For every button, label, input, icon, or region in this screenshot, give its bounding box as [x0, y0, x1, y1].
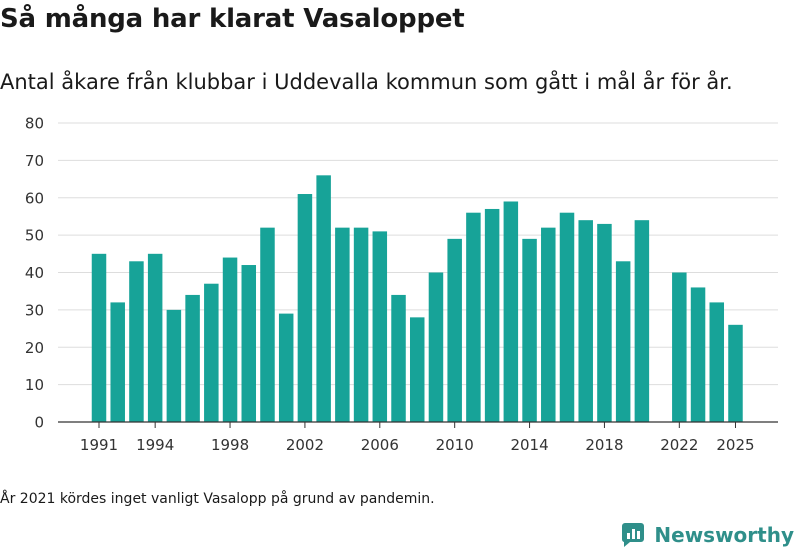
brand-name: Newsworthy: [654, 523, 794, 547]
bar-2009: [428, 272, 444, 422]
bar-chart: 0 10 20 30 40 50 60 70 80 1991 1994 1998 2002 2006 201…: [25, 115, 778, 454]
bar-2007: [391, 294, 406, 422]
bar-2013: [503, 201, 519, 422]
y-tick-label: 0: [34, 414, 44, 432]
bar-2017: [578, 220, 593, 422]
y-tick-label: 30: [25, 301, 44, 319]
x-tick-label: 2006: [361, 436, 399, 454]
bar-1999: [241, 265, 257, 422]
bar-2016: [559, 212, 575, 422]
bar-1995: [166, 309, 182, 422]
x-tick-label: 1998: [211, 436, 249, 454]
bar-2022: [672, 272, 687, 422]
bar-2018: [597, 223, 612, 422]
x-tick-label: 2002: [286, 436, 324, 454]
y-tick-label: 50: [25, 227, 44, 245]
bar-2011: [466, 212, 481, 422]
bar-2001: [278, 313, 294, 422]
bar-2014: [522, 238, 537, 422]
brand-logo: Newsworthy: [620, 520, 794, 550]
x-tick-label: 1991: [80, 436, 118, 454]
chart-title: Så många har klarat Vasaloppet: [0, 4, 465, 34]
bar-2008: [409, 317, 425, 422]
y-tick-label: 40: [25, 264, 44, 282]
y-tick-label: 60: [25, 189, 44, 207]
y-tick-label: 70: [25, 152, 44, 170]
x-tick-label: 2018: [585, 436, 623, 454]
bar-1992: [110, 302, 125, 422]
bar-2006: [372, 231, 388, 422]
bar-1998: [222, 257, 238, 422]
bar-2024: [709, 302, 725, 422]
bar-1994: [147, 253, 163, 422]
grid-lines: [58, 122, 778, 386]
bar-2023: [690, 287, 706, 422]
bar-2020: [634, 220, 650, 422]
bar-1991: [91, 253, 107, 422]
bar-2004: [335, 227, 350, 422]
x-tick-label: 2014: [510, 436, 548, 454]
bar-2003: [316, 175, 331, 422]
newsworthy-logo-icon: [622, 523, 645, 547]
bar-1997: [204, 283, 219, 422]
y-tick-label: 20: [25, 339, 44, 357]
bar-2019: [615, 261, 631, 422]
footnote: År 2021 kördes inget vanligt Vasalopp på…: [0, 491, 435, 507]
bar-2010: [447, 238, 462, 422]
y-tick-label: 80: [25, 115, 44, 133]
x-tick-label: 1994: [136, 436, 174, 454]
axes: 0 10 20 30 40 50 60 70 80 1991 1994 1998 2002 2006 201…: [25, 115, 778, 454]
bar-2002: [297, 194, 313, 422]
chart-subtitle: Antal åkare från klubbar i Uddevalla kom…: [0, 70, 733, 94]
y-tick-label: 10: [25, 376, 44, 394]
bar-2015: [541, 227, 556, 422]
bar-2012: [484, 208, 500, 422]
x-tick-label: 2010: [436, 436, 474, 454]
bar-1996: [185, 294, 200, 422]
bar-2025: [728, 324, 743, 422]
bars: [91, 175, 743, 422]
x-tick-label: 2025: [716, 436, 754, 454]
bar-2000: [260, 227, 275, 422]
bar-1993: [129, 261, 144, 422]
x-tick-label: 2022: [660, 436, 698, 454]
bar-2005: [353, 227, 369, 422]
